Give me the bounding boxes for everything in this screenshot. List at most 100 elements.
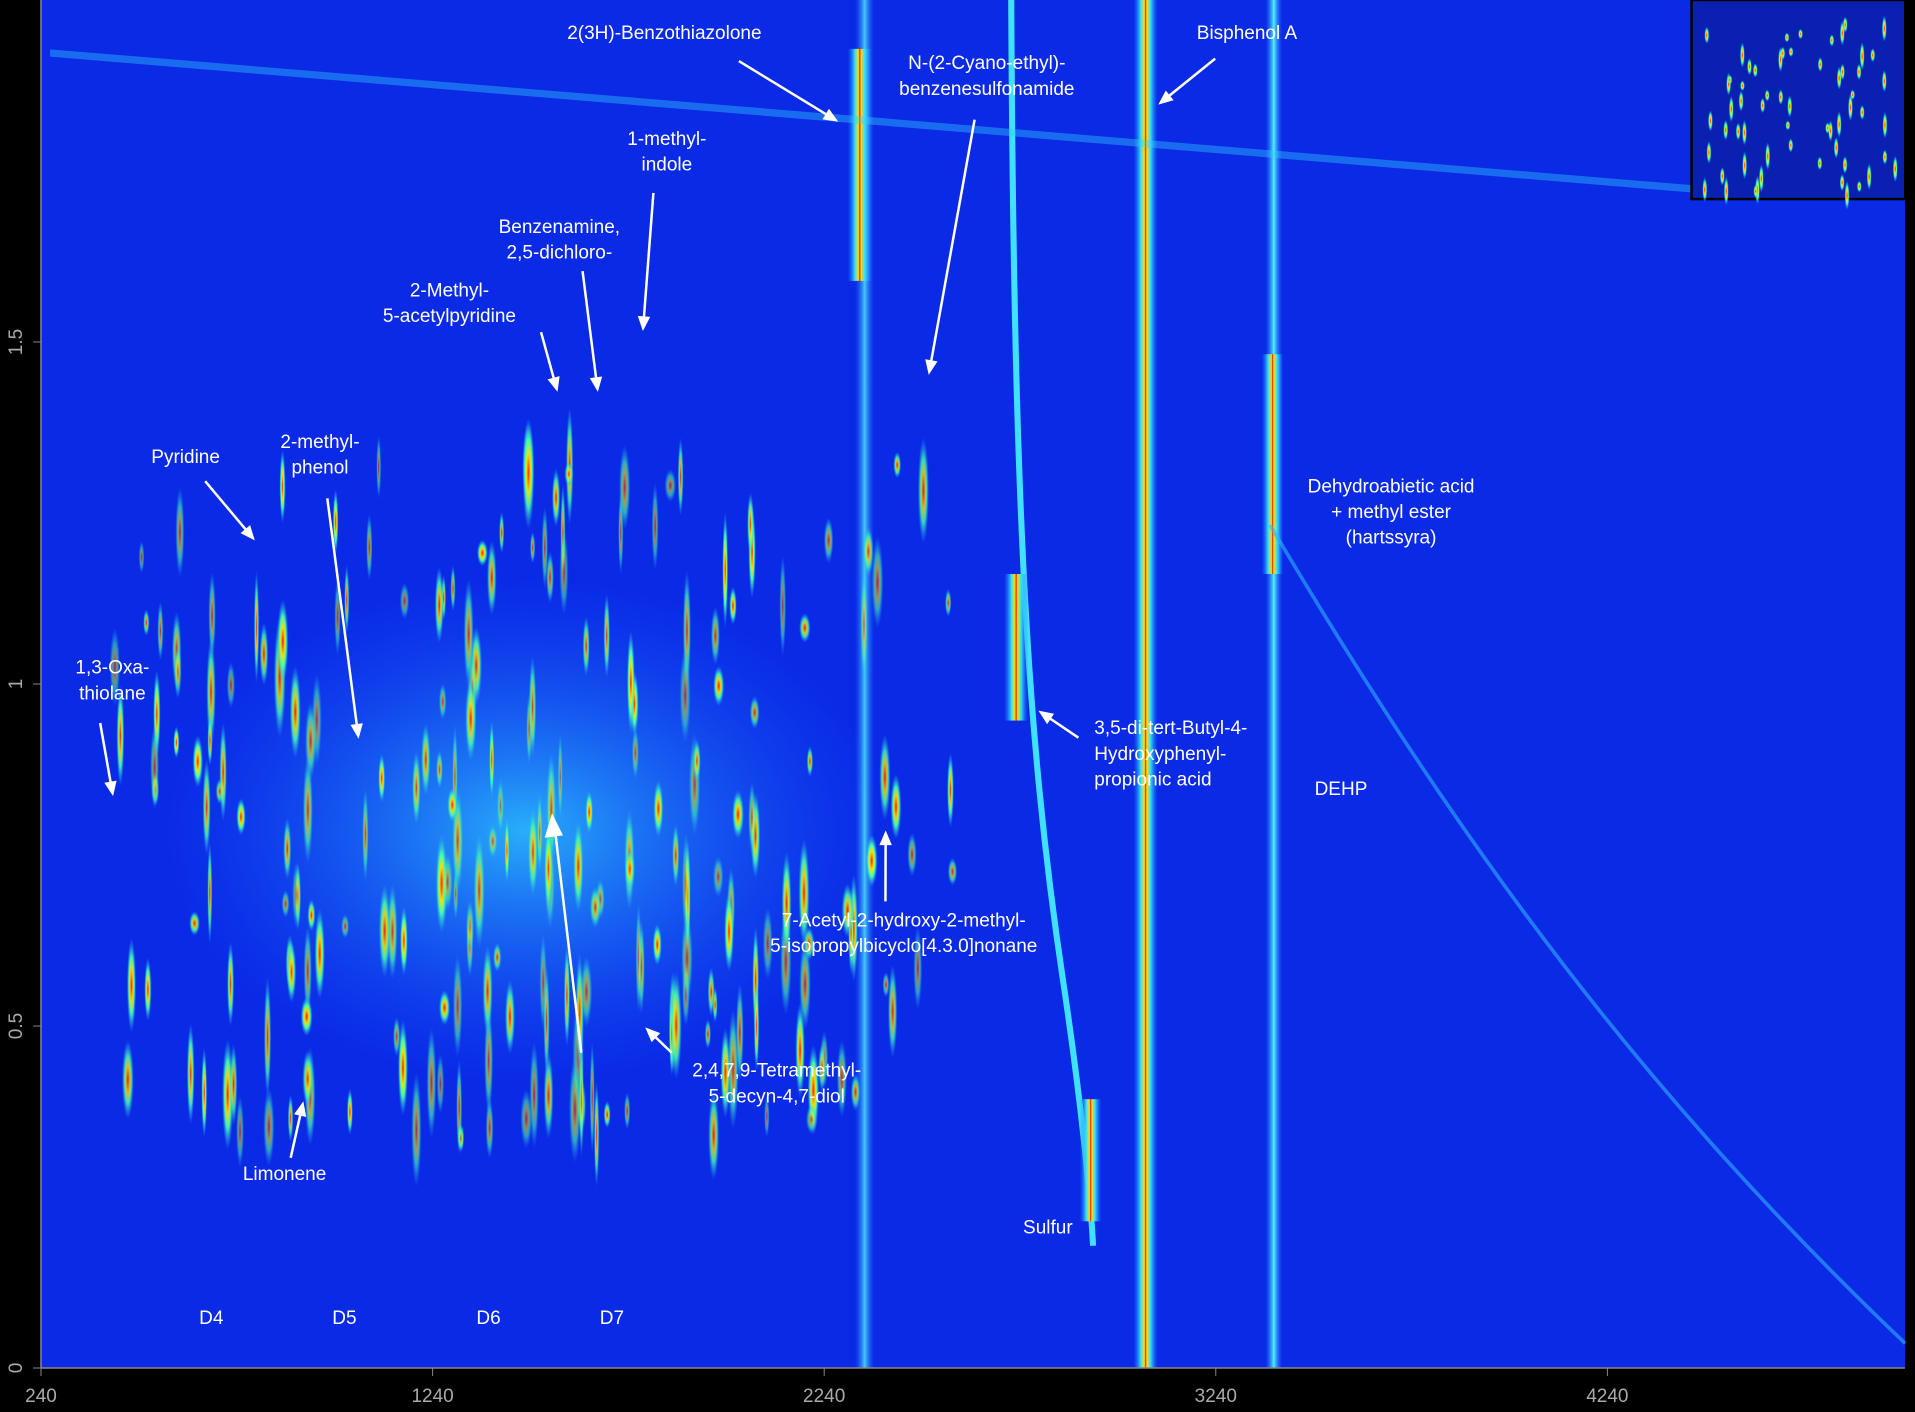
signal [748, 781, 756, 855]
arrow-head [294, 1101, 307, 1117]
signal [263, 976, 272, 1099]
signal [411, 750, 421, 826]
annotation-line: thiolane [79, 683, 146, 704]
signal [582, 616, 590, 677]
signal [551, 468, 561, 528]
signal [208, 571, 216, 660]
signal [727, 1008, 739, 1130]
arrow-head [589, 376, 603, 392]
arrow-head [822, 108, 839, 122]
signal [150, 723, 160, 811]
signal [1723, 119, 1729, 141]
signal [882, 971, 890, 998]
signal [677, 437, 684, 517]
signal [618, 444, 631, 531]
annotation-line: 2(3H)-Benzothiazolone [567, 23, 761, 44]
signal [202, 758, 211, 856]
signal [890, 773, 902, 840]
signal [259, 622, 269, 687]
signal [947, 752, 954, 828]
signal [287, 1094, 294, 1142]
signal [1723, 176, 1729, 206]
signal [731, 789, 745, 839]
signal [253, 569, 260, 685]
signal [543, 964, 550, 1078]
annotation-label: Benzenamine, 2,5-dichloro- [499, 217, 620, 264]
annotation-line: 2,4,7,9-Tetramethyl- [692, 1061, 861, 1082]
signal [1881, 69, 1887, 93]
annotation-label: N-(2-Cyano-ethyl)- benzenesulfonamide [899, 53, 1074, 100]
signal [456, 1059, 463, 1156]
y-tick-label: 0.5 [6, 1013, 27, 1039]
signal [536, 791, 543, 874]
annotation-label: Bisphenol A [1197, 23, 1298, 44]
signal [1859, 104, 1865, 120]
signal [1133, 0, 1158, 1368]
signal [399, 905, 408, 976]
x-tick-label: 240 [25, 1386, 57, 1407]
signal [465, 675, 477, 762]
signal [1817, 57, 1823, 72]
arrow-head [645, 1027, 661, 1043]
signal-layer [50, 0, 1907, 1368]
annotation-line: Benzenamine, [499, 217, 620, 238]
signal [624, 1092, 631, 1130]
signal [1788, 138, 1794, 153]
signal [862, 526, 874, 577]
annotation-line: Dehydroabietic acid [1308, 476, 1475, 497]
signal [708, 1089, 720, 1181]
signal [50, 49, 1698, 193]
annotation-label: 2-Methyl- 5-acetylpyridine [383, 280, 516, 327]
signal [681, 831, 690, 939]
annotation-line: (hartssyra) [1346, 528, 1437, 549]
signal [173, 726, 180, 759]
signal [1856, 63, 1862, 81]
signal [753, 979, 760, 1073]
signal [492, 942, 502, 972]
signal [1765, 142, 1771, 171]
signal [314, 908, 325, 1000]
arrow-shaft [539, 331, 557, 385]
signal [332, 488, 339, 555]
arrow-head [925, 359, 938, 375]
signal [1265, 0, 1283, 1368]
signal [1787, 95, 1793, 118]
signal [489, 719, 495, 800]
signal [544, 822, 553, 915]
signal [263, 1087, 275, 1167]
signal [564, 461, 574, 487]
signal [116, 684, 125, 787]
signal [798, 838, 810, 948]
signal [944, 588, 952, 617]
signal [541, 505, 549, 590]
arrow-head [879, 830, 892, 846]
signal [712, 856, 724, 898]
signal [378, 884, 391, 978]
signal [1780, 46, 1786, 61]
annotation-line: 2-Methyl- [410, 280, 489, 301]
signal [679, 647, 691, 744]
signal [546, 551, 555, 604]
signal [681, 912, 693, 1005]
signal [589, 1041, 595, 1155]
signal [411, 1071, 422, 1188]
annotation-line: D6 [476, 1308, 500, 1329]
signal [850, 1073, 861, 1111]
signal [473, 831, 485, 949]
signal [366, 513, 373, 581]
signal [575, 953, 584, 1074]
signal [799, 613, 811, 643]
annotation-line: D5 [332, 1308, 356, 1329]
signal [528, 655, 537, 759]
signal [362, 787, 369, 883]
signal [722, 511, 729, 629]
signal [1764, 89, 1770, 102]
signal [158, 574, 892, 1087]
y-tick-label: 1 [6, 679, 27, 690]
signal [302, 755, 314, 865]
annotation-line: propionic acid [1094, 769, 1211, 790]
signal [226, 661, 236, 709]
signal [735, 982, 744, 1083]
